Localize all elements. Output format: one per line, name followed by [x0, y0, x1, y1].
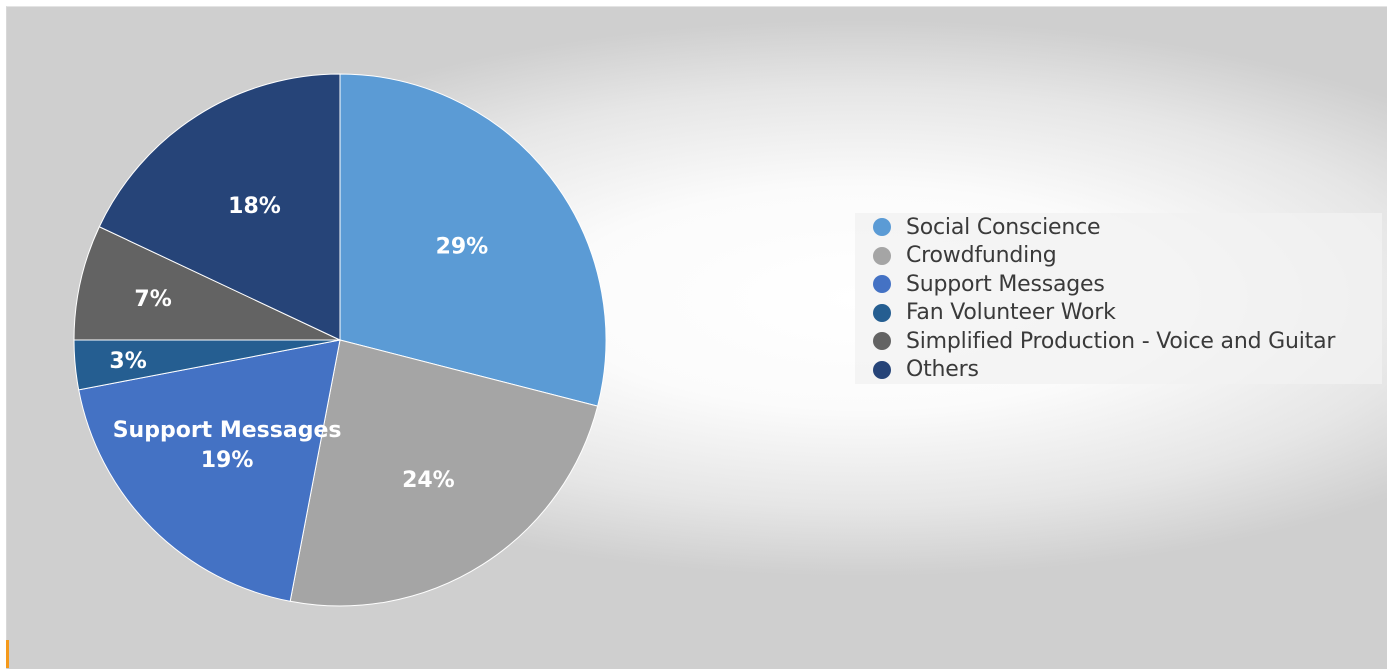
legend-item-crowdfunding: Crowdfunding [873, 242, 1057, 270]
legend-swatch [873, 275, 891, 293]
slice-category-label: Support Messages [113, 418, 342, 443]
accent-bar [6, 640, 9, 668]
legend: Social Conscience Crowdfunding Support M… [855, 213, 1382, 384]
pie-slice [339, 73, 607, 407]
legend-label: Fan Volunteer Work [906, 300, 1116, 325]
legend-label: Support Messages [906, 271, 1105, 297]
legend-swatch [873, 332, 891, 350]
legend-swatch [873, 246, 891, 265]
legend-item-others: Others [873, 356, 979, 384]
legend-item-social-conscience: Social Conscience [873, 213, 1101, 241]
legend-item-simplified-production: Simplified Production - Voice and Guitar [873, 327, 1335, 355]
slice-value-label: 3% [109, 349, 146, 374]
slice-value-label: 29% [436, 234, 489, 259]
slice-value-label: 19% [201, 448, 254, 473]
slice-value-label: 7% [134, 287, 171, 312]
legend-swatch [873, 303, 891, 322]
legend-label: Crowdfunding [906, 243, 1057, 268]
legend-label: Simplified Production - Voice and Guitar [906, 328, 1336, 354]
legend-label: Social Conscience [906, 214, 1101, 240]
legend-label: Others [906, 357, 979, 382]
slice-value-label: 24% [402, 468, 455, 493]
pie-slice [289, 339, 599, 607]
legend-item-fan-volunteer-work: Fan Volunteer Work [873, 299, 1116, 327]
pie-slice [98, 73, 341, 341]
legend-item-support-messages: Support Messages [873, 270, 1105, 298]
legend-swatch [873, 360, 891, 379]
pie-slice [73, 226, 341, 341]
legend-swatch [873, 218, 891, 236]
pie-slice [78, 339, 341, 602]
slice-value-label: 18% [228, 194, 281, 219]
